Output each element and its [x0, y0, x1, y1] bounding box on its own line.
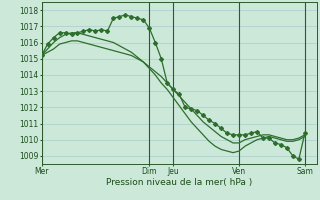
X-axis label: Pression niveau de la mer( hPa ): Pression niveau de la mer( hPa ): [106, 178, 252, 187]
